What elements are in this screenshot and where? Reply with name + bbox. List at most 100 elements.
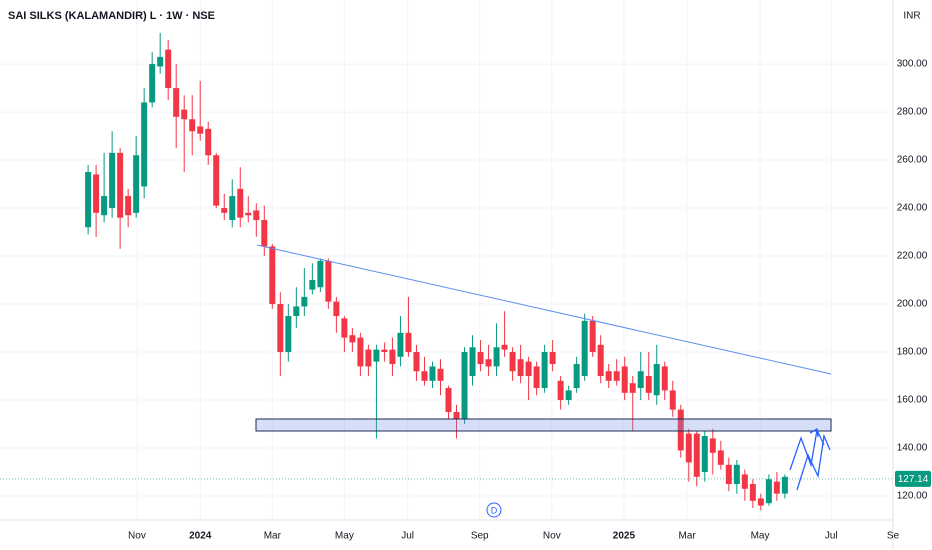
candle-body — [205, 128, 212, 156]
x-tick-label: 2025 — [613, 531, 636, 542]
candle-body — [525, 361, 532, 377]
x-tick-label: Jul — [401, 531, 414, 542]
candle-body — [517, 359, 524, 377]
candle-body — [389, 349, 396, 365]
candle-body — [325, 260, 332, 302]
candle-body — [693, 433, 700, 477]
candle-body — [141, 102, 148, 187]
candle-body — [333, 301, 340, 317]
candle-body — [357, 337, 364, 367]
projection-arrow — [796, 433, 831, 491]
candle-body — [349, 335, 356, 343]
candle-body — [285, 316, 292, 353]
candle-body — [749, 484, 756, 501]
candle-body — [429, 366, 436, 381]
candle-body — [189, 119, 196, 132]
candle-body — [677, 409, 684, 451]
candle-body — [253, 210, 260, 221]
y-tick-label: 180.00 — [897, 347, 928, 358]
candle-body — [165, 49, 172, 89]
candle-body — [309, 280, 316, 290]
x-tick-label: Se — [887, 531, 900, 542]
x-tick-label: Mar — [264, 531, 282, 542]
candle-body — [733, 464, 740, 485]
candle-body — [445, 388, 452, 413]
candle-body — [509, 352, 516, 372]
x-tick-label: Nov — [543, 531, 561, 542]
candle-body — [685, 433, 692, 463]
candle-body — [149, 64, 156, 103]
event-marker[interactable] — [486, 502, 502, 518]
candle-body — [413, 352, 420, 372]
candle-body — [549, 352, 556, 365]
candle-body — [701, 436, 708, 473]
candle-body — [461, 352, 468, 420]
y-tick-label: 140.00 — [897, 443, 928, 454]
candle-body — [301, 296, 308, 307]
candle-body — [237, 188, 244, 218]
candle-body — [557, 380, 564, 401]
candle-body — [101, 196, 108, 216]
candle-body — [381, 349, 388, 353]
candle-body — [421, 371, 428, 381]
candle-body — [365, 349, 372, 367]
candle-body — [501, 344, 508, 350]
candle-body — [605, 371, 612, 381]
x-tick-label: Jul — [825, 531, 838, 542]
candle-body — [765, 479, 772, 504]
x-tick-label: 2024 — [189, 531, 212, 542]
x-tick-label: May — [335, 531, 354, 542]
candle-body — [725, 464, 732, 485]
y-tick-label: 240.00 — [897, 203, 928, 214]
candle-body — [485, 359, 492, 367]
candle-body — [341, 318, 348, 338]
currency: INR — [903, 11, 920, 22]
candle-body — [469, 347, 476, 377]
candle-body — [261, 220, 268, 247]
y-tick-label: 220.00 — [897, 251, 928, 262]
candle-body — [773, 481, 780, 494]
candle-body — [293, 306, 300, 317]
candle-body — [717, 450, 724, 465]
candle-body — [373, 349, 380, 362]
candle-body — [637, 371, 644, 389]
y-tick-label: 300.00 — [897, 59, 928, 70]
y-tick-label: 120.00 — [897, 491, 928, 502]
candle-body — [213, 155, 220, 206]
candle-body — [133, 155, 140, 213]
event-marker-label: D — [491, 505, 498, 515]
candle-body — [645, 376, 652, 393]
candle-body — [741, 474, 748, 489]
x-tick-label: Nov — [128, 531, 146, 542]
trendline — [256, 244, 832, 375]
candle-body — [229, 196, 236, 221]
candle-body — [573, 364, 580, 389]
projection-arrow — [789, 427, 825, 471]
candle-body — [277, 304, 284, 353]
candle-body — [117, 152, 124, 218]
candle-body — [173, 88, 180, 117]
y-tick-label: 160.00 — [897, 395, 928, 406]
candle-body — [181, 109, 188, 120]
candle-body — [781, 476, 788, 494]
arrow-head — [809, 427, 819, 438]
candle-body — [269, 246, 276, 305]
candle-body — [397, 332, 404, 357]
candle-body — [493, 347, 500, 367]
y-tick-label: 280.00 — [897, 107, 928, 118]
candle-body — [125, 196, 132, 216]
last-price-label: 127.14 — [898, 474, 929, 485]
candle-body — [757, 498, 764, 506]
chart-title: SAI SILKS (KALAMANDIR) L · 1W · NSE — [8, 10, 215, 22]
candle-body — [405, 332, 412, 353]
candle-body — [565, 390, 572, 401]
candle-body — [709, 438, 716, 453]
candle-body — [453, 412, 460, 420]
candle-body — [477, 352, 484, 365]
candle-body — [85, 172, 92, 228]
candle-body — [93, 174, 100, 213]
candle-body — [197, 126, 204, 134]
candle-body — [661, 366, 668, 391]
candle-body — [221, 208, 228, 213]
candle-body — [533, 366, 540, 389]
